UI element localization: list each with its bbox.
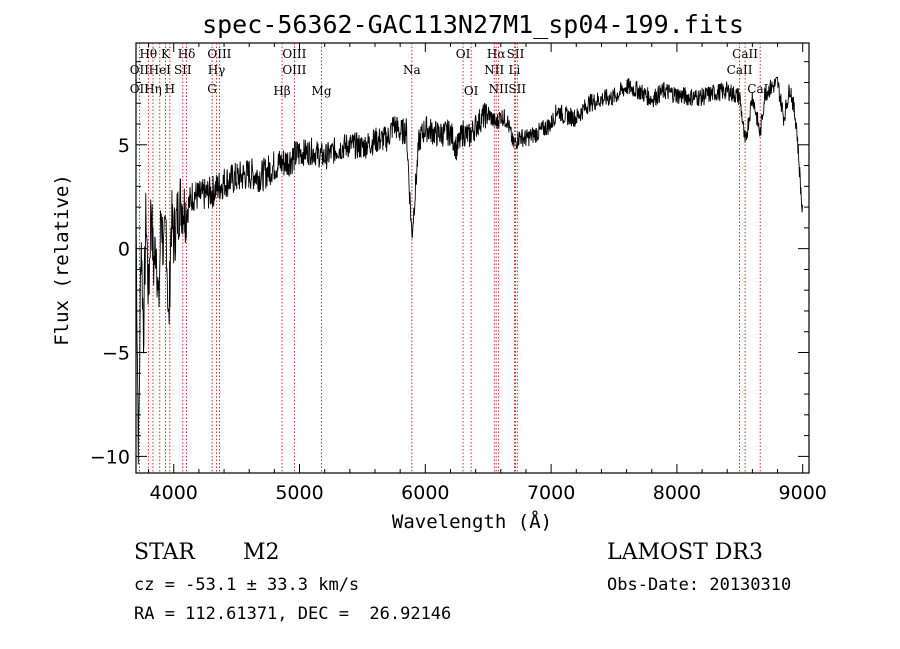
emission-line-label: SII [508,82,526,96]
y-tick-label: −10 [90,446,130,468]
x-tick-label: 8000 [653,482,701,504]
emission-line-label: OIII [282,47,306,61]
x-tick-label: 6000 [401,482,449,504]
emission-line-label: OI [464,84,479,98]
emission-line-label: H [165,82,175,96]
emission-line-label: Na [403,63,421,77]
x-axis-ticks: 4000 5000 6000 7000 8000 9000 [148,43,827,504]
cz-value: cz = -53.1 ± 33.3 km/s [134,575,360,595]
emission-line-label: OI [456,47,471,61]
emission-line-label: Hα [487,47,506,61]
x-tick-label: 4000 [150,482,198,504]
emission-line-label: Hδ [178,47,196,61]
emission-line-label: Hβ [273,84,290,98]
ra-dec: RA = 112.61371, DEC = 26.92146 [134,604,452,624]
emission-line-label: G [207,82,217,96]
emission-line-label: OIII [282,63,306,77]
emission-line-label: Hη [144,82,162,96]
obs-date: Obs-Date: 20130310 [607,575,792,595]
emission-line-label: SII [174,63,192,77]
x-tick-label: 5000 [275,482,323,504]
emission-line-label: Mg [312,84,332,98]
spectrum-line [135,76,803,465]
emission-line-label: Li [508,63,520,77]
class-label: STAR [134,540,195,565]
x-axis-label: Wavelength (Å) [392,510,552,533]
plot-frame [135,42,810,474]
chart-title: spec-56362-GAC113N27M1_sp04-199.fits [202,10,744,39]
emission-line-label: CaII [727,63,753,77]
emission-line-label: Hθ [139,47,157,61]
emission-line-label: OII [130,63,150,77]
y-tick-label: −5 [102,343,130,365]
emission-line-label: Hγ [208,63,226,77]
emission-line-label: SII [507,47,525,61]
emission-line-label: OII [130,82,150,96]
spectrum-series [135,76,803,465]
y-tick-label: 5 [118,135,130,157]
y-axis-ticks: −10 −5 0 5 [90,61,809,468]
emission-line-label: CaII [732,47,758,61]
survey-label: LAMOST DR3 [607,540,763,565]
emission-line-label: K [161,47,171,61]
y-tick-label: 0 [118,239,130,261]
emission-line-label: NII [489,82,509,96]
x-tick-label: 9000 [779,482,827,504]
emission-line-label: HeI [149,63,172,77]
emission-line-label: OIII [207,47,231,61]
subclass-label: M2 [243,540,280,565]
y-axis-label: Flux (relative) [51,174,73,346]
emission-line-label: NII [484,63,504,77]
x-tick-label: 7000 [527,482,575,504]
